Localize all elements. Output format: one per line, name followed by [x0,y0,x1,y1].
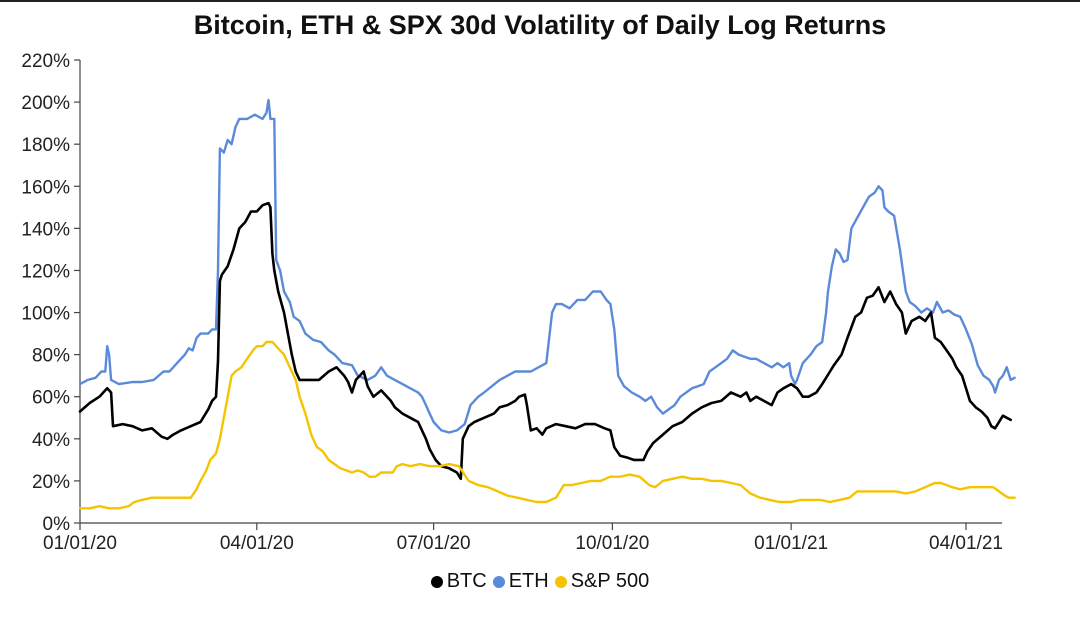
series-line-eth [78,98,1016,434]
series-line-btc [78,201,1012,481]
series-line-s-p-500 [78,340,1016,510]
x-tick-label: 01/01/21 [754,533,828,554]
top-border-line [0,0,1080,2]
y-tick-label: 120% [21,261,70,282]
x-tick-label: 01/01/20 [43,533,117,554]
y-tick-label: 100% [21,304,70,325]
y-tick-label: 220% [21,51,70,72]
legend-swatch [554,575,567,588]
chart-title: Bitcoin, ETH & SPX 30d Volatility of Dai… [193,10,887,40]
x-tick-label: 04/01/20 [220,533,294,554]
chart-axes: 0% 20% 40% 60% 80% 100% 120% 140% 160% 180% 200% 22… [21,51,1003,554]
legend-label: S&P 500 [570,570,650,592]
x-tick-label: 07/01/20 [397,533,471,554]
y-tick-label: 80% [32,346,70,367]
legend-item-eth: ETH [492,570,549,593]
legend-item-btc: BTC [430,570,487,593]
legend-swatch [492,575,505,588]
y-tick-label: 0% [43,514,71,535]
legend: BTC ETH S&P 500 [0,570,1080,594]
y-tick-label: 20% [32,472,70,493]
x-tick-label: 10/01/20 [575,533,649,554]
y-tick-label: 180% [21,135,70,156]
legend-label: ETH [508,570,549,592]
series-layer [78,98,1016,510]
y-tick-label: 160% [21,177,70,198]
y-tick-label: 200% [21,93,70,114]
legend-label: BTC [446,570,487,592]
x-tick-label: 04/01/21 [929,533,1003,554]
y-tick-label: 60% [32,388,70,409]
y-tick-label: 140% [21,219,70,240]
y-tick-label: 40% [32,430,70,451]
legend-item-s-p-500: S&P 500 [554,570,650,593]
legend-swatch [430,575,443,588]
